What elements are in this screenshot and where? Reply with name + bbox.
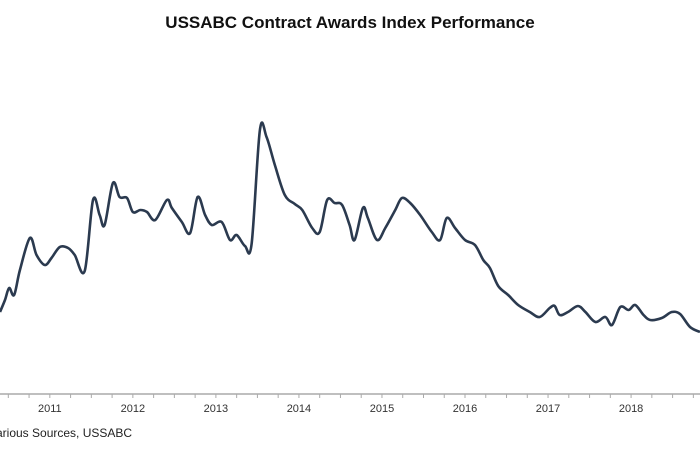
- x-tick-label: 2014: [287, 403, 311, 415]
- x-tick-label: 2015: [370, 403, 394, 415]
- x-tick-label: 2017: [536, 403, 560, 415]
- x-tick-label: 2012: [121, 403, 145, 415]
- source-note: arious Sources, USSABC: [0, 426, 133, 440]
- series-line: [0, 121, 700, 334]
- x-tick-label: 2011: [38, 403, 62, 415]
- x-tick-label: 2018: [619, 403, 643, 415]
- x-tick-label: 2016: [453, 403, 477, 415]
- x-tick-label: 2013: [204, 403, 228, 415]
- chart-title: USSABC Contract Awards Index Performance: [165, 13, 535, 32]
